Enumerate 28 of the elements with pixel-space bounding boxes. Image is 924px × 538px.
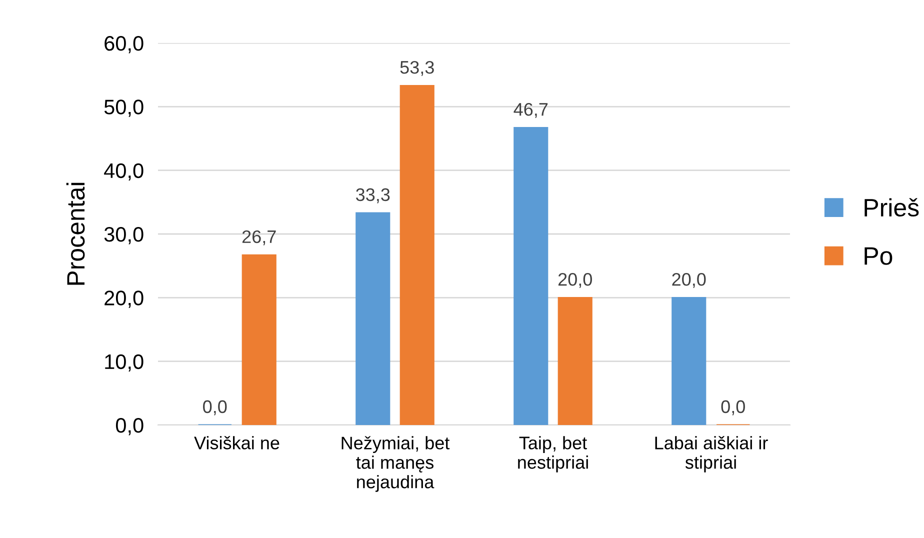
data-label: 53,3	[400, 60, 434, 76]
x-tick-label: Nežymiai, bet tai manęs nejaudina	[342, 436, 450, 492]
bar	[356, 212, 390, 425]
data-label: 26,7	[242, 230, 276, 246]
data-label: 33,3	[356, 188, 390, 204]
y-axis-title: Procentai	[66, 182, 85, 285]
x-tick-label: Taip, bet nestipriai	[518, 436, 588, 472]
y-tick-label: 60,0	[104, 36, 144, 54]
data-label: 20,0	[558, 272, 592, 288]
data-label: 0,0	[721, 400, 745, 416]
x-tick-label: Visiškai ne	[194, 436, 280, 450]
data-label: 46,7	[514, 102, 548, 118]
y-tick-label: 20,0	[104, 290, 144, 308]
bar	[242, 254, 276, 425]
y-tick-label: 40,0	[104, 163, 144, 181]
y-tick-label: 0,0	[116, 418, 144, 436]
y-tick-label: 30,0	[104, 227, 144, 244]
legend-label: Po	[864, 247, 892, 265]
data-label: 20,0	[672, 272, 706, 288]
bar	[558, 296, 592, 425]
y-tick-label: 10,0	[105, 354, 144, 372]
data-label: 0,0	[203, 400, 227, 416]
bar	[400, 84, 434, 425]
y-tick-label: 50,0	[104, 100, 144, 117]
x-tick-label: Labai aiškiai ir stipriai	[655, 436, 768, 472]
legend-label: Prieš	[864, 198, 919, 217]
bar	[514, 126, 548, 425]
bar	[672, 296, 706, 425]
